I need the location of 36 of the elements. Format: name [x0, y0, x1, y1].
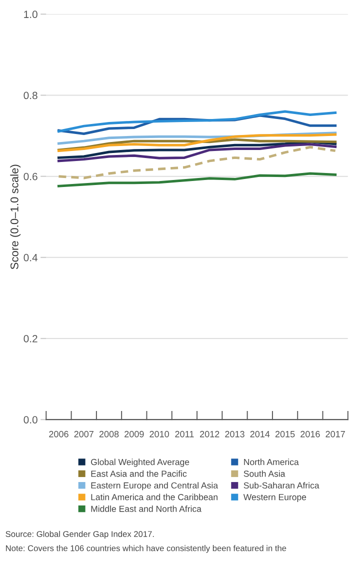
x-tick-label: 2017 — [326, 430, 345, 438]
y-axis-title: Score (0.0–1.0 scale) — [10, 164, 21, 270]
text: Note: Covers the 106 countries which have consistently been featured in the — [6, 545, 286, 553]
legend-label: South Asia — [244, 470, 286, 477]
x-tick-label: 2012 — [200, 430, 220, 438]
x-tick-label: 2014 — [250, 430, 270, 438]
x-tick-label: 2010 — [150, 430, 169, 438]
y-tick-label: 1.0 — [24, 10, 38, 18]
line-series — [57, 143, 337, 162]
x-tick-label: 2007 — [74, 430, 94, 438]
source-note: Source: Global Gender Gap Index 2017. — [6, 530, 154, 539]
x-tick-label: 2015 — [275, 430, 295, 438]
x-tick-label: 2008 — [99, 430, 119, 438]
legend-label: Global Weighted Average — [91, 458, 190, 467]
x-tick-label: 2006 — [49, 430, 68, 438]
legend-label: North America — [244, 458, 299, 466]
legend-label: Latin America and the Caribbean — [91, 494, 218, 500]
legend-label: East Asia and the Pacific — [91, 470, 187, 477]
line-series — [57, 140, 337, 159]
line-series — [57, 172, 337, 188]
line-series — [57, 146, 337, 180]
line-series — [57, 110, 337, 133]
legend-label: Eastern Europe and Central Asia — [91, 482, 218, 490]
x-tick-label: 2013 — [225, 430, 244, 438]
y-tick-label: 0.0 — [24, 416, 38, 424]
y-tick-label: 0.2 — [24, 335, 38, 342]
y-tick-label: 0.8 — [24, 92, 38, 100]
x-tick-label: 2016 — [300, 430, 320, 438]
legend-label: Western Europe — [243, 494, 306, 502]
x-tick-label: 2011 — [175, 430, 194, 438]
y-tick-label: 0.6 — [24, 172, 38, 180]
line-series — [57, 133, 337, 152]
legend-label: Sub-Saharan Africa — [244, 482, 320, 489]
y-tick-label: 0.4 — [24, 254, 38, 262]
legend-label: Middle East and North Africa — [91, 506, 202, 512]
x-tick-label: 2009 — [124, 430, 144, 438]
